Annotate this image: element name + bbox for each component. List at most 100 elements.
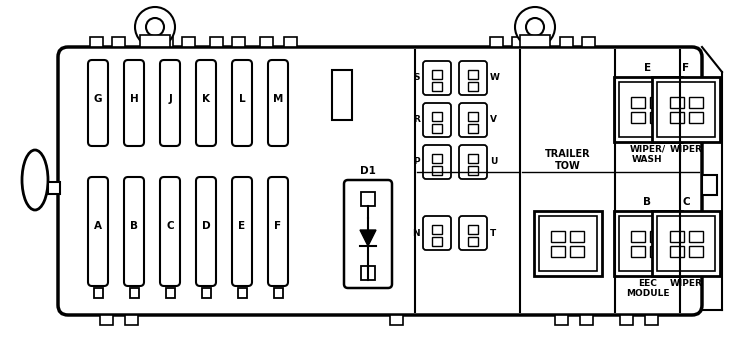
- Bar: [94, 288, 103, 298]
- FancyBboxPatch shape: [232, 177, 252, 286]
- FancyBboxPatch shape: [268, 177, 288, 286]
- Text: N: N: [413, 229, 420, 238]
- Bar: [650, 97, 664, 107]
- Bar: [688, 231, 703, 241]
- FancyBboxPatch shape: [423, 103, 451, 137]
- Bar: [112, 37, 125, 47]
- Bar: [538, 216, 596, 271]
- Bar: [582, 37, 595, 47]
- Text: U: U: [490, 158, 497, 167]
- FancyBboxPatch shape: [268, 60, 288, 146]
- Text: S: S: [413, 74, 420, 83]
- Bar: [202, 288, 211, 298]
- Bar: [100, 315, 113, 325]
- Bar: [702, 232, 714, 250]
- Text: D: D: [202, 221, 210, 231]
- Bar: [432, 225, 442, 234]
- Circle shape: [515, 7, 555, 47]
- Bar: [432, 166, 442, 175]
- FancyBboxPatch shape: [423, 216, 451, 250]
- Text: G: G: [94, 94, 102, 104]
- Text: J: J: [168, 94, 172, 104]
- Bar: [130, 288, 139, 298]
- Bar: [432, 112, 442, 121]
- Bar: [652, 211, 720, 276]
- Bar: [90, 37, 103, 47]
- Text: WIPER/
WASH: WIPER/ WASH: [629, 145, 665, 164]
- Bar: [670, 112, 683, 122]
- Text: M: M: [273, 94, 284, 104]
- Bar: [670, 231, 683, 241]
- Text: B: B: [644, 197, 652, 207]
- FancyBboxPatch shape: [196, 60, 216, 146]
- Bar: [551, 231, 565, 241]
- FancyBboxPatch shape: [160, 177, 180, 286]
- Text: H: H: [130, 94, 138, 104]
- Bar: [650, 231, 664, 241]
- Bar: [652, 77, 720, 142]
- Bar: [619, 216, 676, 271]
- FancyBboxPatch shape: [232, 60, 252, 146]
- Text: P: P: [413, 158, 420, 167]
- Polygon shape: [360, 230, 376, 246]
- Bar: [657, 82, 715, 137]
- Bar: [468, 82, 478, 91]
- Bar: [580, 315, 593, 325]
- FancyBboxPatch shape: [58, 47, 702, 315]
- Bar: [490, 37, 503, 47]
- Bar: [619, 82, 676, 137]
- Bar: [284, 37, 297, 47]
- Bar: [688, 245, 703, 257]
- Bar: [631, 97, 645, 107]
- FancyBboxPatch shape: [88, 177, 108, 286]
- Circle shape: [526, 18, 544, 36]
- Text: TRAILER
TOW: TRAILER TOW: [544, 149, 590, 171]
- Bar: [512, 37, 525, 47]
- FancyBboxPatch shape: [459, 61, 487, 95]
- Bar: [232, 37, 245, 47]
- FancyBboxPatch shape: [423, 145, 451, 179]
- Bar: [631, 245, 645, 257]
- FancyBboxPatch shape: [344, 180, 392, 288]
- Ellipse shape: [22, 150, 48, 210]
- FancyBboxPatch shape: [459, 103, 487, 137]
- Bar: [468, 166, 478, 175]
- Text: B: B: [130, 221, 138, 231]
- Bar: [361, 192, 375, 206]
- Circle shape: [135, 7, 175, 47]
- Text: WIPER: WIPER: [670, 145, 703, 154]
- Bar: [670, 97, 683, 107]
- Text: D1: D1: [360, 166, 376, 176]
- Bar: [160, 37, 173, 47]
- Bar: [702, 175, 717, 195]
- Text: R: R: [413, 116, 420, 125]
- Bar: [468, 237, 478, 246]
- Bar: [614, 77, 682, 142]
- Bar: [361, 266, 375, 280]
- Circle shape: [146, 18, 164, 36]
- Text: WIPER: WIPER: [670, 279, 703, 288]
- Bar: [432, 154, 442, 163]
- Bar: [468, 70, 478, 79]
- Bar: [48, 182, 60, 194]
- Bar: [555, 315, 568, 325]
- Bar: [650, 245, 664, 257]
- Bar: [620, 315, 633, 325]
- FancyBboxPatch shape: [124, 60, 144, 146]
- FancyBboxPatch shape: [124, 177, 144, 286]
- Bar: [125, 315, 138, 325]
- FancyBboxPatch shape: [160, 60, 180, 146]
- Text: EEC
MODULE: EEC MODULE: [626, 279, 669, 299]
- Bar: [210, 37, 223, 47]
- Bar: [560, 37, 573, 47]
- Text: L: L: [238, 94, 245, 104]
- Text: T: T: [490, 229, 496, 238]
- Bar: [520, 35, 550, 47]
- Bar: [390, 315, 403, 325]
- Bar: [533, 211, 602, 276]
- Bar: [140, 35, 170, 47]
- Text: W: W: [490, 74, 500, 83]
- FancyBboxPatch shape: [459, 216, 487, 250]
- Bar: [650, 112, 664, 122]
- Bar: [260, 37, 273, 47]
